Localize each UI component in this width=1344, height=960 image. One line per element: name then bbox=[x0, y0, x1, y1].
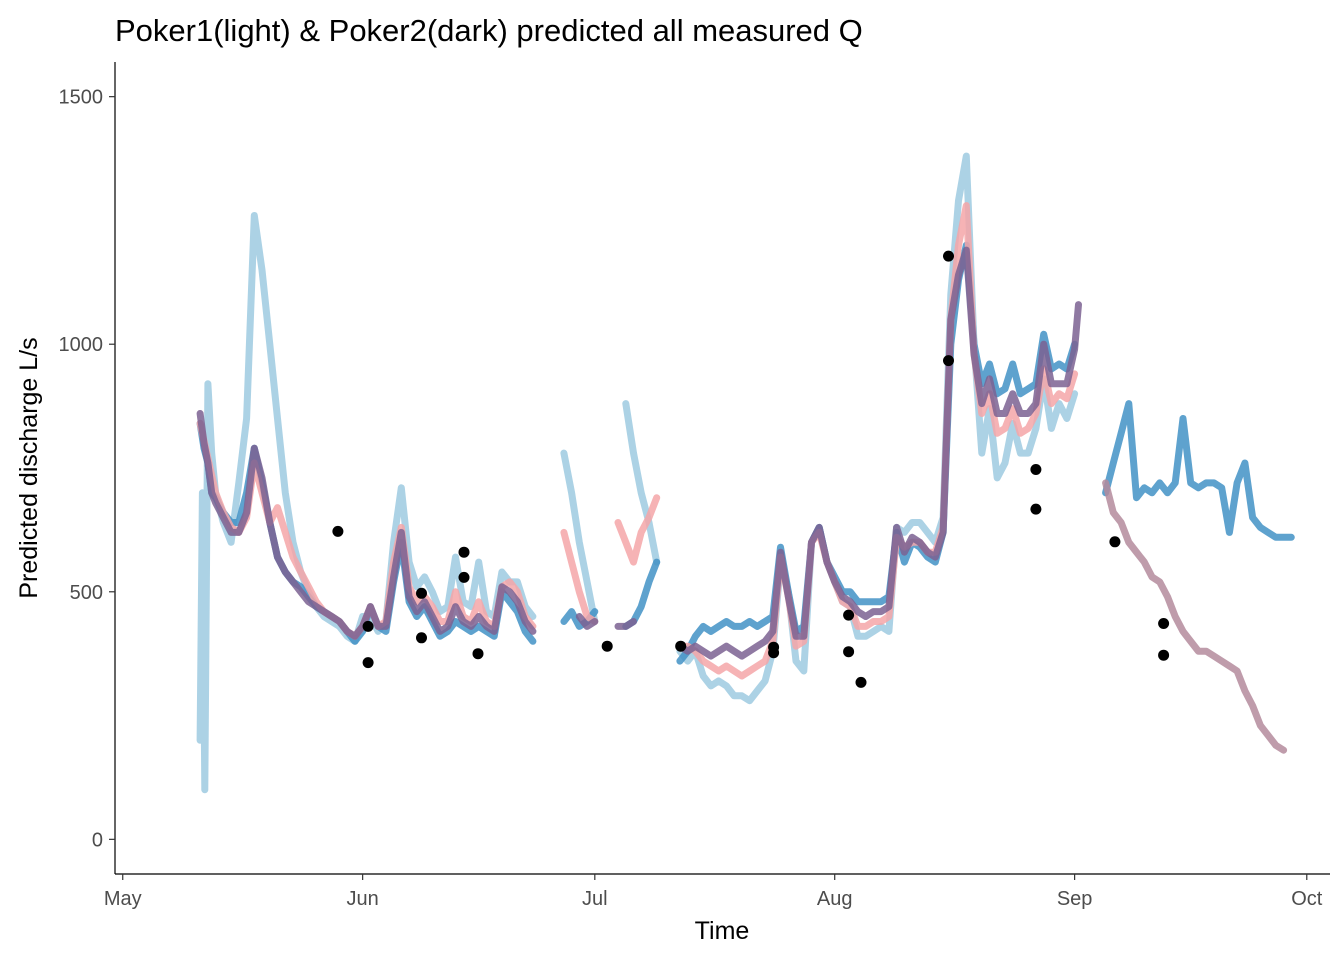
x-tick-label-jun: Jun bbox=[347, 888, 379, 910]
x-tick-label-jul: Jul bbox=[582, 888, 608, 910]
measured-point-7 bbox=[458, 571, 470, 583]
series-2-segment-4-line bbox=[676, 241, 1079, 665]
y-axis-ticks: 0 500 1000 1500 bbox=[59, 87, 115, 851]
measured-point-12 bbox=[768, 647, 780, 659]
series-5-segment-1-line bbox=[1102, 479, 1288, 754]
measured-point-2 bbox=[362, 620, 374, 632]
series-4-segment-4-line bbox=[676, 246, 1082, 660]
plot-area bbox=[196, 152, 1295, 794]
measured-point-1 bbox=[332, 525, 344, 537]
series-4-segment-2-line bbox=[575, 613, 599, 630]
measured-point-8 bbox=[472, 648, 484, 660]
x-tick-label-may: May bbox=[104, 888, 142, 910]
measured-points bbox=[332, 250, 1170, 688]
measured-point-4 bbox=[416, 587, 427, 599]
x-axis-ticks: May Jun Jul Aug Sep Oct bbox=[104, 874, 1323, 910]
series-3-segment-4-line bbox=[676, 202, 1079, 680]
series-4-segment-1-line bbox=[196, 410, 537, 640]
measured-point-5 bbox=[416, 632, 427, 644]
measured-point-9 bbox=[601, 640, 613, 652]
measured-point-20 bbox=[1109, 536, 1121, 548]
chart-title: Poker1(light) & Poker2(dark) predicted a… bbox=[115, 13, 863, 48]
y-tick-label-0: 0 bbox=[92, 829, 103, 851]
series-1-segment-2-line bbox=[560, 449, 599, 625]
x-axis-title: Time bbox=[695, 917, 750, 945]
measured-point-14 bbox=[843, 646, 855, 658]
x-tick-label-oct: Oct bbox=[1291, 888, 1323, 910]
measured-point-17 bbox=[943, 355, 954, 367]
measured-point-6 bbox=[458, 546, 470, 558]
series-3-segment-2-line bbox=[560, 528, 599, 625]
measured-point-10 bbox=[675, 640, 687, 652]
measured-point-15 bbox=[855, 676, 867, 688]
series-layer bbox=[196, 152, 1295, 794]
measured-point-22 bbox=[1158, 649, 1170, 661]
series-4-segment-3-line bbox=[614, 618, 637, 630]
y-tick-label-500: 500 bbox=[70, 582, 103, 604]
measured-point-3 bbox=[362, 657, 374, 669]
series-2-segment-5-line bbox=[1102, 400, 1295, 541]
measured-point-18 bbox=[1030, 464, 1042, 475]
measured-point-21 bbox=[1158, 618, 1170, 629]
y-tick-label-1000: 1000 bbox=[59, 334, 104, 356]
measured-point-16 bbox=[943, 250, 954, 262]
series-3-segment-3-line bbox=[614, 494, 661, 566]
series-2-segment-3-line bbox=[622, 558, 661, 630]
y-tick-label-1500: 1500 bbox=[59, 87, 104, 109]
measured-point-13 bbox=[843, 609, 855, 621]
x-tick-label-sep: Sep bbox=[1057, 888, 1093, 910]
series-1-segment-4-line bbox=[676, 152, 1079, 705]
series-1-segment-3-line bbox=[622, 400, 661, 566]
x-tick-label-aug: Aug bbox=[817, 888, 853, 910]
y-axis-title: Predicted discharge L/s bbox=[15, 337, 43, 598]
measured-point-19 bbox=[1030, 503, 1042, 515]
